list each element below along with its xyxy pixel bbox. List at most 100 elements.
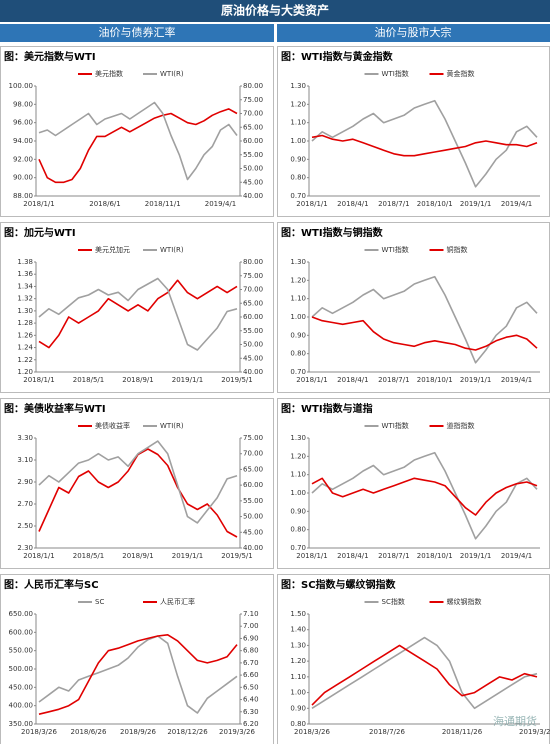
- x-tick-label: 2018/12/26: [167, 728, 208, 736]
- panel: [277, 398, 550, 569]
- y-tick-label: 0.70: [290, 544, 306, 552]
- y-tick-label: 1.30: [290, 258, 306, 266]
- legend-label: WTI(R): [160, 246, 184, 254]
- y2-tick-label: 40.00: [243, 544, 263, 552]
- x-tick-label: 2018/7/1: [378, 200, 409, 208]
- y-tick-label: 1.32: [17, 295, 33, 303]
- y-tick-label: 1.00: [290, 313, 306, 321]
- page-title: 原油价格与大类资产: [221, 3, 329, 18]
- legend-label: 美元指数: [95, 69, 123, 78]
- y-tick-label: 0.90: [290, 155, 306, 163]
- y-tick-label: 1.00: [290, 489, 306, 497]
- y2-tick-label: 55.00: [243, 151, 263, 159]
- y2-tick-label: 75.00: [243, 434, 263, 442]
- y2-tick-label: 55.00: [243, 327, 263, 335]
- series-line: [311, 644, 538, 706]
- y-tick-label: 1.10: [290, 295, 306, 303]
- legend-label: 黄金指数: [447, 69, 475, 78]
- series-line: [38, 279, 238, 349]
- series-line: [311, 636, 538, 710]
- x-tick-label: 2018/9/1: [122, 376, 153, 384]
- chart-title: 图：加元与WTI: [4, 226, 76, 239]
- x-tick-label: 2018/1/1: [296, 376, 327, 384]
- x-tick-label: 2019/1/1: [460, 376, 491, 384]
- y-tick-label: 88.00: [13, 192, 33, 200]
- y2-tick-label: 65.00: [243, 123, 263, 131]
- y2-tick-label: 70.00: [243, 110, 263, 118]
- x-tick-label: 2019/4/1: [501, 376, 532, 384]
- x-tick-label: 2018/4/1: [337, 376, 368, 384]
- y-tick-label: 1.40: [290, 626, 306, 634]
- chart-title: 图：WTI指数与铜指数: [281, 226, 384, 239]
- x-tick-label: 2018/1/1: [23, 200, 54, 208]
- y2-tick-label: 80.00: [243, 82, 263, 90]
- y2-tick-label: 65.00: [243, 299, 263, 307]
- y-tick-label: 1.30: [290, 641, 306, 649]
- x-tick-label: 2018/10/1: [417, 200, 453, 208]
- legend-label: 道指指数: [447, 421, 475, 430]
- x-tick-label: 2018/7/26: [369, 728, 405, 736]
- y2-tick-label: 60.00: [243, 137, 263, 145]
- chart-title: 图：美元指数与WTI: [4, 50, 96, 63]
- y-tick-label: 400.00: [9, 702, 34, 710]
- y2-tick-label: 75.00: [243, 96, 263, 104]
- x-tick-label: 2018/11/26: [442, 728, 483, 736]
- legend-label: 螺纹钢指数: [447, 597, 482, 606]
- y2-tick-label: 6.40: [243, 696, 259, 704]
- y-tick-label: 0.70: [290, 368, 306, 376]
- y-tick-label: 550.00: [9, 647, 34, 655]
- x-tick-label: 2019/1/1: [460, 552, 491, 560]
- x-tick-label: 2018/5/1: [73, 376, 104, 384]
- y2-tick-label: 55.00: [243, 497, 263, 505]
- y2-tick-label: 65.00: [243, 465, 263, 473]
- y2-tick-label: 6.60: [243, 671, 259, 679]
- y-tick-label: 0.90: [290, 507, 306, 515]
- y-tick-label: 450.00: [9, 683, 34, 691]
- y2-tick-label: 45.00: [243, 354, 263, 362]
- y2-tick-label: 50.00: [243, 165, 263, 173]
- x-tick-label: 2019/3/26: [219, 728, 255, 736]
- y-tick-label: 0.90: [290, 331, 306, 339]
- chart-title: 图：WTI指数与黄金指数: [281, 50, 394, 63]
- y2-tick-label: 70.00: [243, 450, 263, 458]
- series-line: [38, 448, 238, 538]
- x-tick-label: 2018/6/26: [71, 728, 107, 736]
- series-line: [38, 440, 238, 524]
- y-tick-label: 1.10: [290, 119, 306, 127]
- y2-tick-label: 40.00: [243, 192, 263, 200]
- y-tick-label: 1.30: [290, 82, 306, 90]
- x-tick-label: 2018/1/1: [296, 552, 327, 560]
- y-tick-label: 92.00: [13, 155, 33, 163]
- subheader: 油价与债券汇率: [99, 25, 176, 39]
- y2-tick-label: 7.00: [243, 622, 259, 630]
- subheader: 油价与股市大宗: [375, 25, 452, 39]
- x-tick-label: 2019/4/1: [501, 200, 532, 208]
- x-tick-label: 2018/4/1: [337, 552, 368, 560]
- x-tick-label: 2018/7/1: [378, 376, 409, 384]
- x-tick-label: 2018/11/1: [145, 200, 181, 208]
- y2-tick-label: 6.30: [243, 708, 259, 716]
- x-tick-label: 2018/7/1: [378, 552, 409, 560]
- y-tick-label: 1.10: [290, 471, 306, 479]
- subheader-bar: [0, 24, 274, 42]
- y-tick-label: 3.30: [17, 434, 33, 442]
- y-tick-label: 94.00: [13, 137, 33, 145]
- legend-label: 美元兑加元: [95, 245, 130, 254]
- y2-tick-label: 60.00: [243, 481, 263, 489]
- y-tick-label: 1.24: [17, 344, 33, 352]
- chart-title: 图：WTI指数与道指: [281, 402, 373, 415]
- y-tick-label: 500.00: [9, 665, 34, 673]
- x-tick-label: 2019/4/1: [501, 552, 532, 560]
- x-tick-label: 2019/1/1: [172, 376, 203, 384]
- y2-tick-label: 6.70: [243, 659, 259, 667]
- y-tick-label: 100.00: [9, 82, 34, 90]
- x-tick-label: 2018/9/1: [122, 552, 153, 560]
- y-tick-label: 0.70: [290, 192, 306, 200]
- y-tick-label: 0.80: [290, 350, 306, 358]
- x-tick-label: 2018/10/1: [417, 376, 453, 384]
- y-tick-label: 98.00: [13, 100, 33, 108]
- y-tick-label: 1.00: [290, 137, 306, 145]
- y-tick-label: 0.80: [290, 720, 306, 728]
- legend-label: SC: [95, 598, 104, 606]
- header-bar: [0, 0, 550, 22]
